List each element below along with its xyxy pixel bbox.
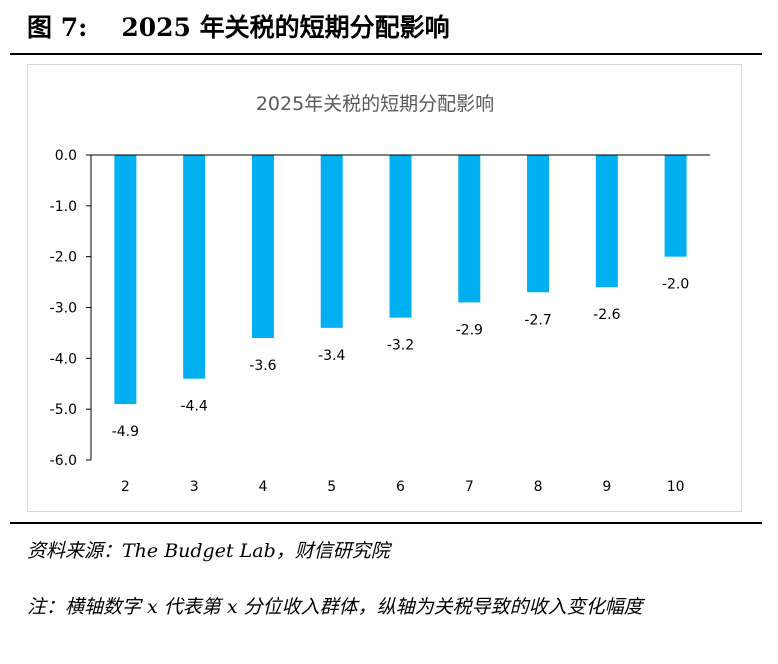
y-tick-label: -1.0 xyxy=(50,199,77,215)
bar-value-label: -2.7 xyxy=(524,312,551,328)
top-rule xyxy=(10,53,762,55)
source-note: 资料来源：The Budget Lab，财信研究院 xyxy=(27,540,390,562)
x-tick-label: 10 xyxy=(667,479,685,495)
bar-value-label: -4.4 xyxy=(181,399,208,415)
x-tick-label: 6 xyxy=(396,479,405,495)
figure-title: 图 7: 2025 年关税的短期分配影响 xyxy=(27,8,450,48)
x-tick-label: 9 xyxy=(602,479,611,495)
bar-series xyxy=(114,155,687,405)
y-tick-label: -6.0 xyxy=(50,453,77,469)
x-tick-label: 4 xyxy=(258,479,267,495)
bar-value-label: -2.9 xyxy=(456,322,483,338)
y-tick-label: -4.0 xyxy=(50,351,77,367)
bar xyxy=(320,155,343,328)
x-axis: 2 3 4 5 6 7 8 9 10 xyxy=(121,479,685,495)
bar xyxy=(664,155,687,257)
bar xyxy=(114,155,137,405)
y-tick-label: -3.0 xyxy=(50,301,77,317)
y-tick-label: 0.0 xyxy=(55,148,77,164)
y-tick-label: -5.0 xyxy=(50,402,77,418)
chart-frame xyxy=(27,64,742,512)
figure-number: 图 7: xyxy=(27,13,88,42)
y-tick-label: -2.0 xyxy=(50,250,77,266)
bar xyxy=(595,155,618,288)
bar-value-label: -3.2 xyxy=(387,338,414,354)
chart-title: 2025年关税的短期分配影响 xyxy=(256,93,494,115)
x-tick-label: 8 xyxy=(534,479,543,495)
bar xyxy=(183,155,206,379)
x-tick-label: 3 xyxy=(190,479,199,495)
bar xyxy=(251,155,274,338)
bar-value-label: -4.9 xyxy=(112,424,139,440)
x-tick-label: 7 xyxy=(465,479,474,495)
data-labels: -4.9 -4.4 -3.6 -3.4 -3.2 -2.9 -2.7 -2.6 -2.0 xyxy=(112,277,690,440)
axis-lines xyxy=(90,154,710,460)
bar-value-label: -3.6 xyxy=(249,358,276,374)
x-tick-label: 5 xyxy=(327,479,336,495)
bottom-rule xyxy=(10,522,762,524)
bar xyxy=(527,155,550,293)
y-axis: 0.0 -1.0 -2.0 -3.0 -4.0 -5.0 -6.0 xyxy=(50,148,91,469)
caption-note: 注：横轴数字 x 代表第 x 分位收入群体，纵轴为关税导致的收入变化幅度 xyxy=(27,596,643,618)
bar-value-label: -3.4 xyxy=(318,348,345,364)
x-tick-label: 2 xyxy=(121,479,130,495)
bar-value-label: -2.0 xyxy=(662,277,689,293)
figure-title-text: 2025 年关税的短期分配影响 xyxy=(121,13,450,42)
bar xyxy=(458,155,481,303)
bar-value-label: -2.6 xyxy=(593,307,620,323)
bar xyxy=(389,155,412,318)
bar-chart: 2025年关税的短期分配影响 0.0 -1.0 -2.0 -3.0 -4.0 -5.0 -6… xyxy=(50,93,710,495)
